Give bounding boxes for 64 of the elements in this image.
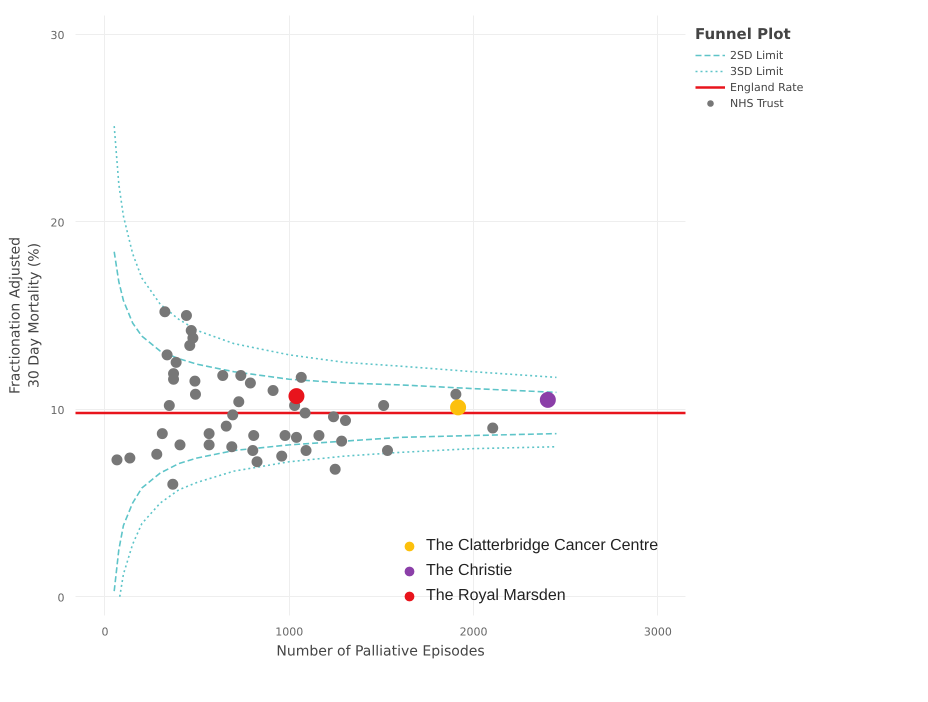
point [328, 411, 340, 422]
point [382, 445, 394, 456]
point [184, 340, 196, 351]
point [244, 378, 256, 388]
x-tick-label: 2000 [460, 626, 488, 638]
point [340, 415, 351, 426]
point [336, 436, 348, 447]
point [247, 445, 258, 456]
point [280, 430, 291, 441]
point [268, 385, 279, 396]
point [189, 376, 200, 387]
x-axis-title: Number of Palliative Episodes [276, 644, 485, 660]
x-tick-label: 0 [101, 626, 108, 638]
point [159, 306, 170, 318]
y-axis-title: Fractionation Adjusted 30 Day Mortality (%) [7, 236, 43, 394]
point [288, 388, 304, 404]
legend-label: 3SD Limit [730, 64, 784, 78]
point [156, 428, 168, 440]
point [235, 370, 246, 381]
point [167, 478, 178, 490]
point [151, 448, 162, 460]
point [111, 454, 122, 466]
legend-title: Funnel Plot [695, 25, 792, 43]
y-tick-label: 10 [50, 404, 65, 417]
legend-label: The Christie [426, 561, 512, 581]
point [204, 428, 215, 440]
point [220, 420, 232, 432]
y-tick-label: 30 [50, 28, 65, 42]
point [487, 422, 498, 434]
line-series [113, 125, 558, 378]
legend-label: England Rate [730, 80, 804, 94]
point [276, 450, 288, 462]
point [190, 388, 201, 400]
point [204, 439, 215, 450]
point [233, 396, 244, 408]
point [330, 464, 341, 475]
point [313, 430, 324, 441]
point [180, 310, 192, 321]
legend-label: 2SD Limit [730, 48, 784, 62]
point [164, 400, 175, 411]
point [378, 400, 390, 411]
point [450, 388, 462, 400]
point [252, 456, 263, 468]
point [450, 399, 466, 416]
point [300, 445, 312, 456]
point [174, 439, 186, 450]
point [300, 408, 311, 418]
x-tick-label: 3000 [644, 626, 672, 638]
point [290, 432, 302, 443]
legend-label: The Clatterbridge Cancer Centre [426, 536, 658, 556]
y-tick-label: 0 [58, 591, 64, 604]
legend-label: The Royal Marsden [426, 586, 566, 606]
y-tick-label: 20 [50, 216, 65, 230]
x-tick-label: 1000 [275, 626, 304, 638]
point [162, 349, 173, 360]
point [226, 441, 238, 452]
point [124, 452, 136, 464]
legend-label: NHS Trust [730, 96, 785, 110]
point [170, 356, 182, 368]
point [227, 409, 238, 420]
point [248, 430, 260, 441]
point [540, 392, 556, 408]
point [296, 372, 307, 383]
point [217, 370, 228, 381]
